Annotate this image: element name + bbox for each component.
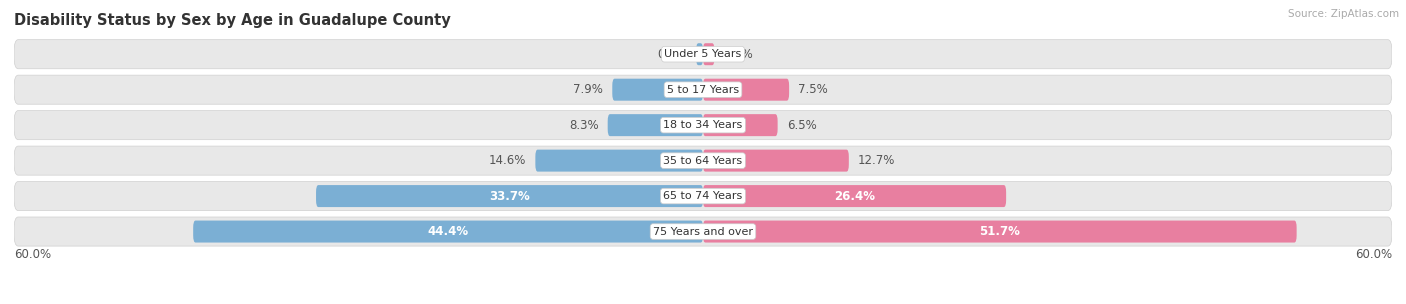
FancyBboxPatch shape bbox=[703, 114, 778, 136]
FancyBboxPatch shape bbox=[193, 221, 703, 243]
FancyBboxPatch shape bbox=[14, 40, 1392, 69]
Text: 14.6%: 14.6% bbox=[489, 154, 526, 167]
Text: 65 to 74 Years: 65 to 74 Years bbox=[664, 191, 742, 201]
FancyBboxPatch shape bbox=[703, 185, 1007, 207]
FancyBboxPatch shape bbox=[14, 75, 1392, 104]
Text: 7.9%: 7.9% bbox=[574, 83, 603, 96]
Text: 51.7%: 51.7% bbox=[980, 225, 1021, 238]
FancyBboxPatch shape bbox=[607, 114, 703, 136]
FancyBboxPatch shape bbox=[14, 181, 1392, 211]
Text: 26.4%: 26.4% bbox=[834, 190, 875, 202]
Text: Under 5 Years: Under 5 Years bbox=[665, 49, 741, 59]
Text: Source: ZipAtlas.com: Source: ZipAtlas.com bbox=[1288, 9, 1399, 19]
Text: 0.6%: 0.6% bbox=[657, 48, 688, 61]
Text: 7.5%: 7.5% bbox=[799, 83, 828, 96]
Text: 1.0%: 1.0% bbox=[724, 48, 754, 61]
Text: 35 to 64 Years: 35 to 64 Years bbox=[664, 156, 742, 166]
Text: 60.0%: 60.0% bbox=[1355, 248, 1392, 261]
Text: 33.7%: 33.7% bbox=[489, 190, 530, 202]
FancyBboxPatch shape bbox=[316, 185, 703, 207]
FancyBboxPatch shape bbox=[536, 150, 703, 171]
FancyBboxPatch shape bbox=[14, 111, 1392, 140]
FancyBboxPatch shape bbox=[703, 79, 789, 101]
Text: 44.4%: 44.4% bbox=[427, 225, 468, 238]
Text: 12.7%: 12.7% bbox=[858, 154, 896, 167]
FancyBboxPatch shape bbox=[703, 150, 849, 171]
Text: 18 to 34 Years: 18 to 34 Years bbox=[664, 120, 742, 130]
FancyBboxPatch shape bbox=[703, 221, 1296, 243]
FancyBboxPatch shape bbox=[14, 146, 1392, 175]
FancyBboxPatch shape bbox=[612, 79, 703, 101]
Text: 75 Years and over: 75 Years and over bbox=[652, 226, 754, 237]
FancyBboxPatch shape bbox=[703, 43, 714, 65]
Text: 8.3%: 8.3% bbox=[569, 119, 599, 132]
FancyBboxPatch shape bbox=[14, 217, 1392, 246]
FancyBboxPatch shape bbox=[696, 43, 703, 65]
Text: 5 to 17 Years: 5 to 17 Years bbox=[666, 85, 740, 95]
Text: Disability Status by Sex by Age in Guadalupe County: Disability Status by Sex by Age in Guada… bbox=[14, 13, 451, 28]
Text: 60.0%: 60.0% bbox=[14, 248, 51, 261]
Text: 6.5%: 6.5% bbox=[787, 119, 817, 132]
